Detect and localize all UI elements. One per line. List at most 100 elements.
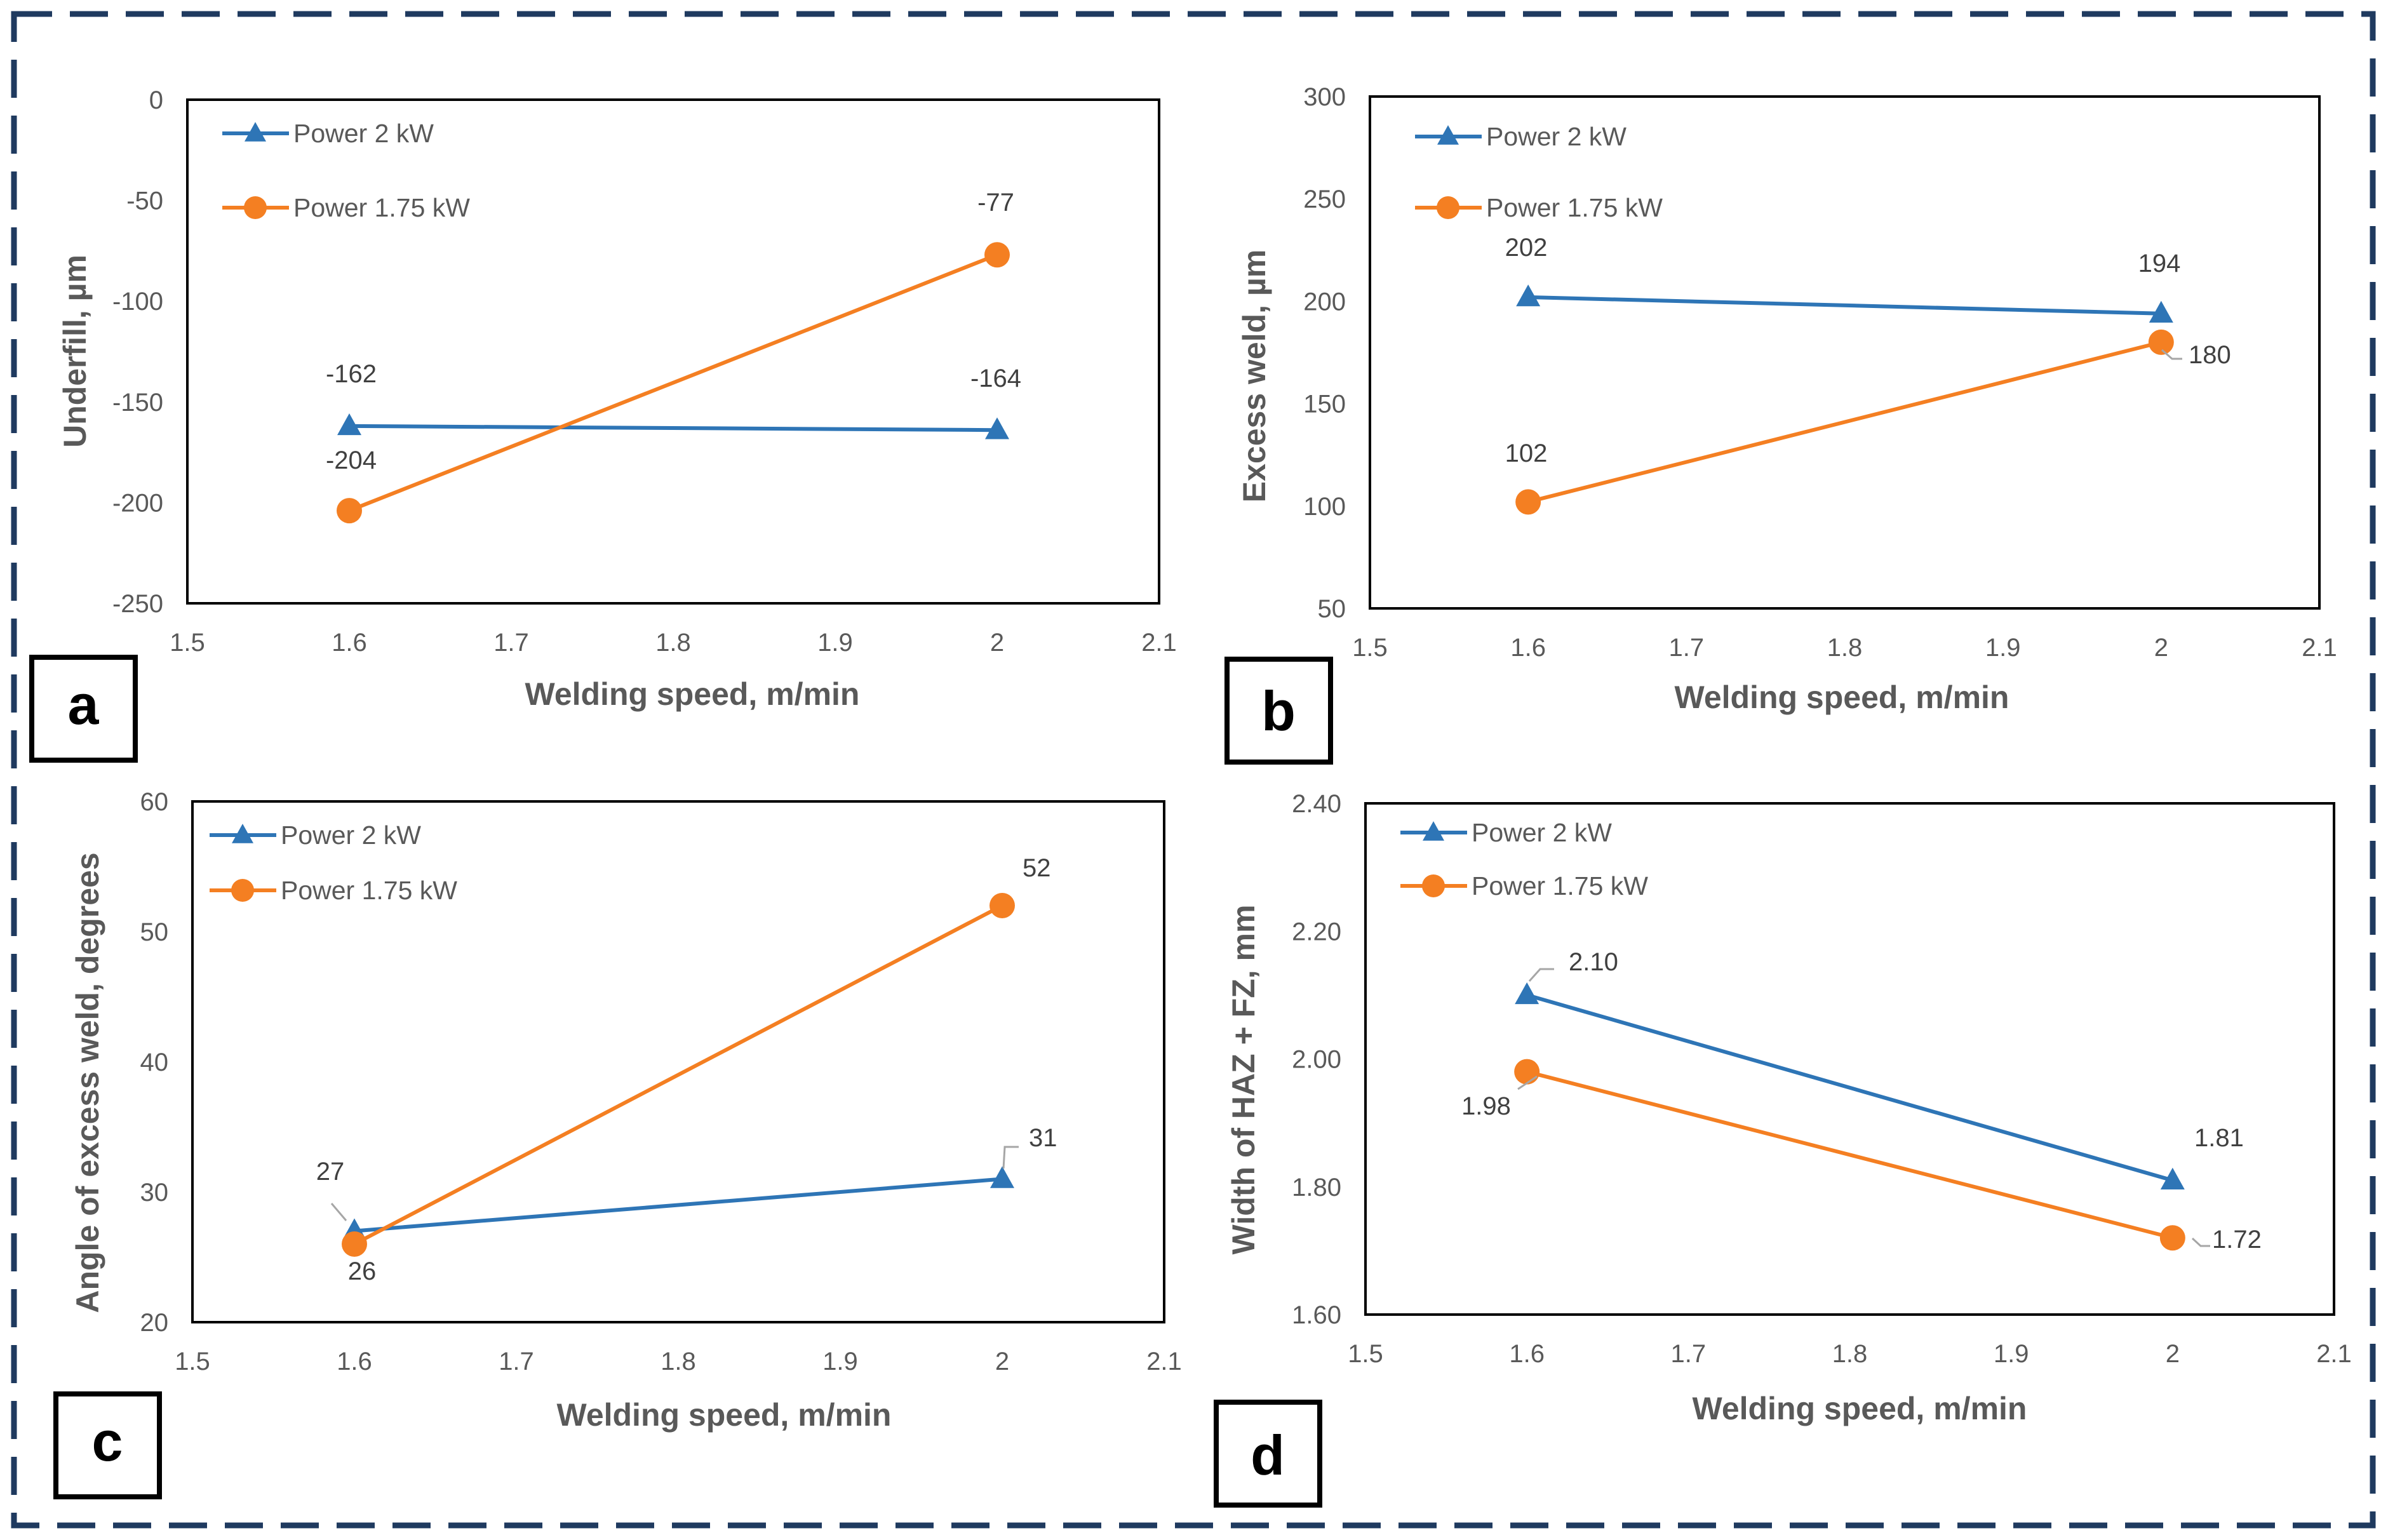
y-tick-label: -250 — [112, 590, 163, 618]
legend-label: Power 2 kW — [293, 119, 434, 148]
panel-label-box-b — [1224, 657, 1333, 765]
panel-label-c: c — [92, 1410, 123, 1473]
x-tick-label: 1.9 — [817, 629, 853, 657]
legend-label: Power 1.75 kW — [1472, 871, 1648, 901]
data-label: 31 — [1029, 1124, 1057, 1152]
data-label: -204 — [326, 446, 377, 474]
legend-label: Power 2 kW — [1486, 122, 1627, 151]
panel-label-a: a — [68, 673, 100, 736]
y-tick-label: 250 — [1303, 185, 1346, 213]
panel-b: 300 250 200 150 100 50 1.5 1.6 1.7 1.8 1.9 2 2.1 Po… — [1224, 83, 2337, 765]
y-tick-label: -150 — [112, 389, 163, 417]
outer-dashed-border — [11, 11, 2376, 1529]
data-label: 194 — [2138, 250, 2181, 278]
x-tick-label: 1.9 — [1994, 1340, 2029, 1368]
x-tick-label: 1.8 — [1832, 1340, 1868, 1368]
x-tick-label: 2.1 — [2302, 634, 2337, 662]
x-tick-label: 1.6 — [1510, 634, 1546, 662]
y-tick-label: 300 — [1303, 83, 1346, 111]
data-label: 202 — [1505, 234, 1548, 262]
data-point-power-2kw — [985, 417, 1009, 439]
y-tick-label: 30 — [140, 1179, 169, 1207]
x-axis-label-b: Welding speed, m/min — [1675, 680, 2009, 715]
panel-a: 0 -50 -100 -150 -200 -250 1.5 1.6 1.7 1.8 1.9 2 2.1… — [29, 86, 1177, 763]
y-tick-label: -200 — [112, 489, 163, 517]
data-point-power-175kw — [1515, 489, 1541, 515]
y-tick-label: 60 — [140, 788, 169, 816]
series-line-power-2kw — [349, 424, 998, 432]
y-ticks-d: 2.40 2.20 2.00 1.80 1.60 — [1292, 790, 1341, 1329]
y-tick-label: 50 — [1318, 595, 1346, 623]
data-label: -77 — [977, 189, 1014, 217]
data-label: 27 — [316, 1158, 345, 1186]
data-point-power-175kw — [2159, 1225, 2185, 1251]
series-c: 27 31 26 52 — [316, 854, 1057, 1285]
data-point-power-175kw — [984, 242, 1010, 268]
legend-marker — [1422, 874, 1445, 897]
y-tick-label: 2.40 — [1292, 790, 1341, 818]
data-point-power-2kw — [1516, 285, 1541, 307]
data-point-power-2kw — [2149, 300, 2173, 323]
panel-label-d: d — [1251, 1424, 1285, 1487]
data-label: 52 — [1023, 854, 1051, 882]
data-point-power-175kw — [1514, 1059, 1540, 1085]
legend-c: Power 2 kW Power 1.75 kW — [210, 820, 457, 905]
y-axis-label-d: Width of HAZ + FZ, mm — [1226, 905, 1261, 1255]
y-tick-label: 200 — [1303, 288, 1346, 316]
legend-marker — [231, 879, 254, 902]
y-tick-label: 50 — [140, 918, 169, 946]
x-axis-label-a: Welding speed, m/min — [525, 676, 860, 712]
data-label: 2.10 — [1569, 948, 1618, 976]
legend-label: Power 1.75 kW — [1486, 193, 1663, 222]
data-point-power-175kw — [989, 893, 1015, 918]
y-axis-label-b: Excess weld, µm — [1237, 250, 1272, 502]
x-tick-label: 1.9 — [1985, 634, 2021, 662]
y-axis-label-a: Underfill, µm — [57, 255, 93, 448]
y-tick-label: 2.00 — [1292, 1046, 1341, 1074]
x-tick-label: 2.1 — [1141, 629, 1177, 657]
series-line-power-175kw — [1527, 340, 2162, 504]
leader-line — [1528, 968, 1554, 982]
x-ticks-c: 1.5 1.6 1.7 1.8 1.9 2 2.1 — [175, 1348, 1182, 1376]
x-ticks-d: 1.5 1.6 1.7 1.8 1.9 2 2.1 — [1348, 1340, 2352, 1368]
panel-label-box-d — [1214, 1400, 1322, 1508]
legend-label: Power 1.75 kW — [281, 876, 457, 905]
plot-area-a — [186, 98, 1160, 605]
legend-marker — [244, 196, 267, 219]
y-tick-label: 100 — [1303, 493, 1346, 521]
data-label: 1.72 — [2212, 1226, 2262, 1254]
data-label: 180 — [2189, 341, 2231, 369]
x-tick-label: 2.1 — [2316, 1340, 2352, 1368]
legend-d: Power 2 kW Power 1.75 kW — [1400, 818, 1648, 901]
x-tick-label: 1.5 — [1352, 634, 1388, 662]
series-line-power-175kw — [353, 904, 1003, 1246]
x-ticks-b: 1.5 1.6 1.7 1.8 1.9 2 2.1 — [1352, 634, 2337, 662]
y-axis-label-c: Angle of excess weld, degrees — [70, 852, 105, 1313]
y-ticks-c: 60 50 40 30 20 — [140, 788, 169, 1337]
legend-marker — [232, 824, 253, 843]
y-tick-label: 150 — [1303, 391, 1346, 418]
series-line-power-175kw — [1526, 1069, 2173, 1240]
leader-line — [1517, 1075, 1538, 1090]
data-point-power-2kw — [990, 1166, 1014, 1188]
series-a: -162 -164 -204 -77 — [326, 189, 1021, 524]
leader-line — [2191, 1237, 2210, 1247]
x-tick-label: 1.5 — [1348, 1340, 1383, 1368]
legend-label: Power 1.75 kW — [293, 193, 470, 222]
y-ticks-b: 300 250 200 150 100 50 — [1303, 83, 1346, 623]
y-tick-label: -50 — [126, 187, 163, 215]
x-tick-label: 1.8 — [1827, 634, 1863, 662]
y-tick-label: 1.60 — [1292, 1301, 1341, 1329]
data-label: 102 — [1505, 439, 1548, 467]
data-label: 1.81 — [2194, 1124, 2244, 1152]
data-point-power-175kw — [337, 498, 362, 524]
panel-c: 60 50 40 30 20 1.5 1.6 1.7 1.8 1.9 2 2.1 Power 2 k… — [53, 788, 1182, 1499]
legend-a: Power 2 kW Power 1.75 kW — [222, 119, 470, 222]
x-tick-label: 1.6 — [337, 1348, 372, 1376]
x-tick-label: 1.7 — [493, 629, 529, 657]
data-label: 26 — [348, 1257, 377, 1285]
legend-marker — [1437, 196, 1459, 219]
series-b: 202 194 102 180 — [1505, 234, 2231, 515]
data-label: 1.98 — [1461, 1092, 1511, 1120]
